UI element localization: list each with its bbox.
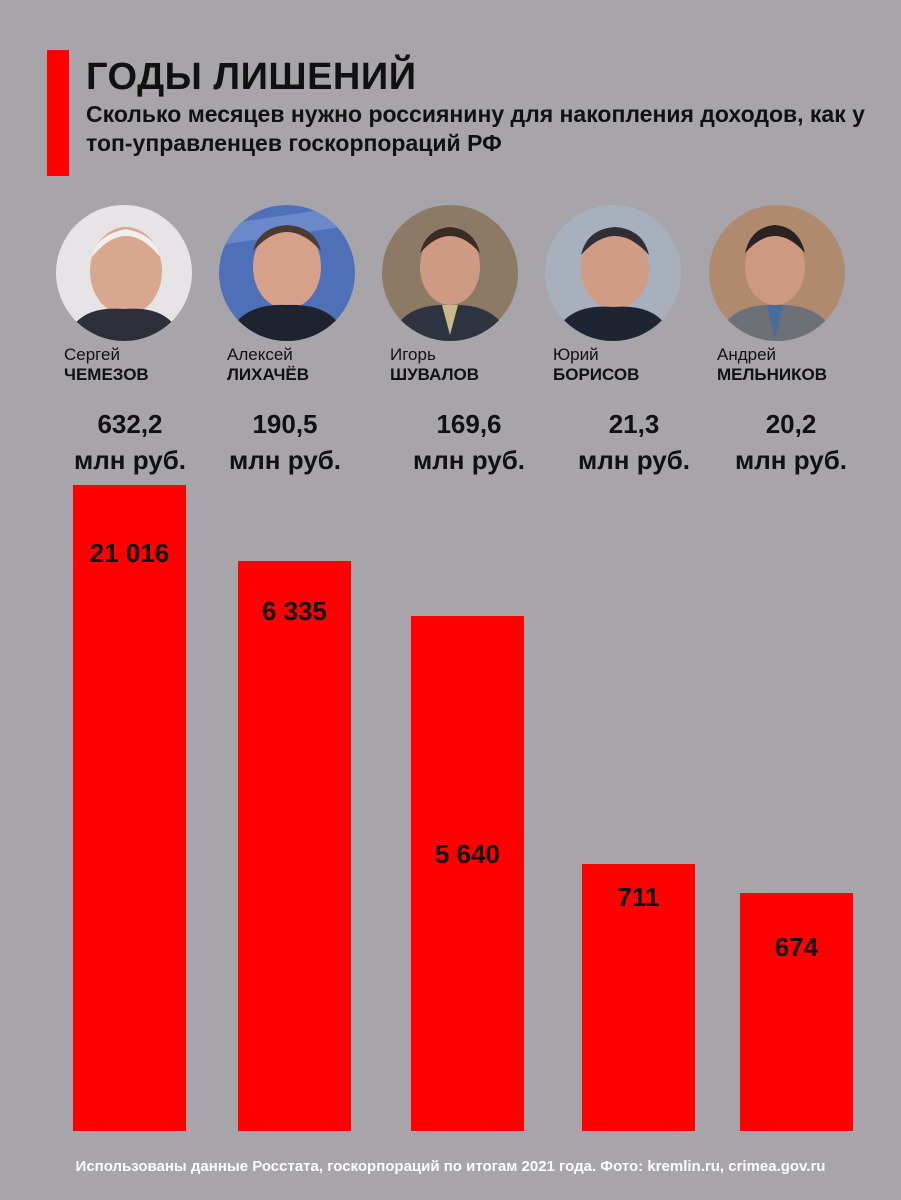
bar-value-label: 674 [775, 932, 819, 962]
income-value: 169,6 млн руб. [413, 409, 525, 475]
portrait-photo-icon [56, 205, 192, 341]
portrait-photo-icon [709, 205, 845, 341]
person-name: Сергей ЧЕМЕЗОВ [64, 345, 149, 384]
bar-value-label: 21 016 [90, 538, 170, 568]
person-name: Андрей МЕЛЬНИКОВ [717, 345, 828, 384]
income-value: 632,2 млн руб. [74, 409, 186, 475]
income-value: 21,3 млн руб. [578, 409, 690, 475]
source-footnote: Использованы данные Росстата, госкорпора… [75, 1158, 826, 1175]
bar-value-label: 6 335 [262, 596, 327, 626]
income-value: 190,5 млн руб. [229, 409, 341, 475]
bar-5 [740, 893, 853, 1131]
page-subtitle: Сколько месяцев нужно россиянину для нак… [86, 101, 865, 156]
bar-4 [582, 864, 695, 1131]
person-name: Юрий БОРИСОВ [553, 345, 640, 384]
bar-value-label: 711 [618, 882, 660, 912]
person-name: Алексей ЛИХАЧЁВ [227, 345, 310, 384]
bar-3 [411, 616, 524, 1131]
bar-1 [73, 485, 186, 1131]
person-likhachev: Алексей ЛИХАЧЁВ [207, 205, 367, 385]
bar-value-label: 5 640 [435, 839, 500, 869]
person-borisov: Юрий БОРИСОВ [533, 205, 693, 385]
person-melnikov: Андрей МЕЛЬНИКОВ [697, 205, 857, 385]
person-shuvalov: Игорь ШУВАЛОВ [370, 205, 530, 385]
portrait-photo-icon [219, 205, 355, 341]
portrait-photo-icon [382, 205, 518, 341]
person-name: Игорь ШУВАЛОВ [390, 345, 480, 384]
bar-2 [238, 561, 351, 1131]
portrait-photo-icon [545, 205, 681, 341]
accent-bar [47, 50, 69, 176]
page-title: ГОДЫ ЛИШЕНИЙ [86, 56, 417, 98]
income-value: 20,2 млн руб. [735, 409, 847, 475]
person-chemezov: Сергей ЧЕМЕЗОВ [44, 205, 204, 385]
